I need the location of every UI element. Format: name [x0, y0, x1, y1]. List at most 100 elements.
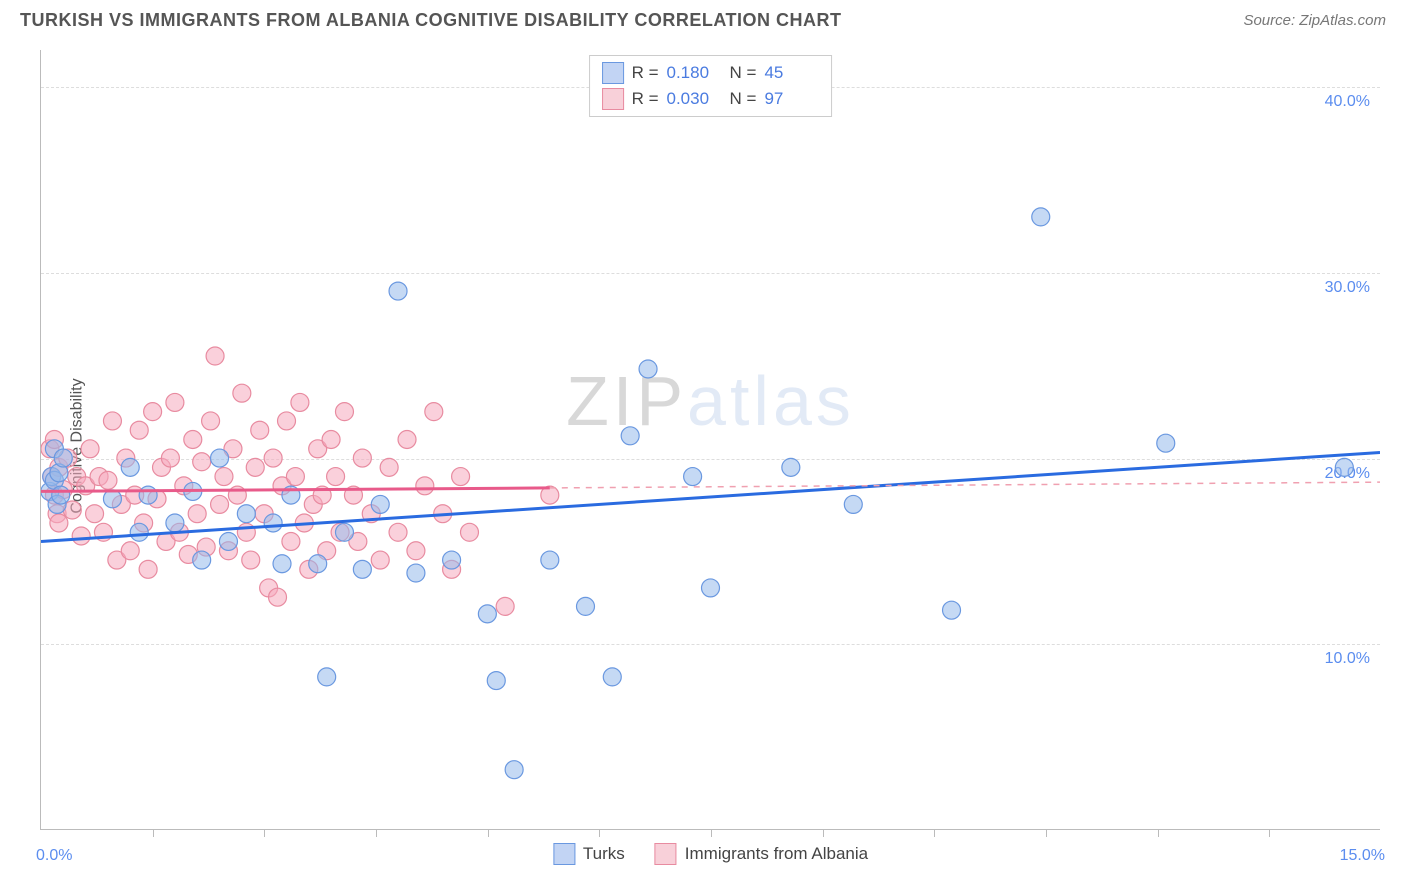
scatter-point [443, 551, 461, 569]
scatter-point [264, 514, 282, 532]
scatter-point [215, 468, 233, 486]
scatter-point [184, 431, 202, 449]
scatter-point [103, 490, 121, 508]
swatch-blue-icon [602, 62, 624, 84]
scatter-point [460, 523, 478, 541]
scatter-point [702, 579, 720, 597]
scatter-point [335, 523, 353, 541]
scatter-point [211, 449, 229, 467]
scatter-point [505, 761, 523, 779]
scatter-point [1157, 434, 1175, 452]
scatter-point [246, 458, 264, 476]
scatter-point [380, 458, 398, 476]
scatter-point [72, 527, 90, 545]
scatter-point [943, 601, 961, 619]
source-label: Source: ZipAtlas.com [1243, 12, 1386, 29]
scatter-point [52, 486, 70, 504]
legend-series: Turks Immigrants from Albania [553, 843, 868, 865]
n-value: 45 [764, 63, 819, 83]
x-tick-left: 0.0% [36, 847, 72, 865]
scatter-point [237, 505, 255, 523]
scatter-point [541, 551, 559, 569]
n-value: 97 [764, 89, 819, 109]
scatter-point [99, 471, 117, 489]
scatter-point [139, 486, 157, 504]
scatter-point [577, 597, 595, 615]
scatter-point [81, 440, 99, 458]
scatter-point [206, 347, 224, 365]
scatter-point [233, 384, 251, 402]
legend-correlation: R = 0.180 N = 45 R = 0.030 N = 97 [589, 55, 833, 117]
scatter-point [496, 597, 514, 615]
scatter-point [371, 495, 389, 513]
x-tick [711, 829, 712, 837]
scatter-point [103, 412, 121, 430]
scatter-point [286, 468, 304, 486]
scatter-point [621, 427, 639, 445]
scatter-point [844, 495, 862, 513]
scatter-point [322, 431, 340, 449]
scatter-point [282, 532, 300, 550]
scatter-point [1032, 208, 1050, 226]
scatter-point [130, 421, 148, 439]
scatter-point [327, 468, 345, 486]
scatter-point [139, 560, 157, 578]
scatter-point [371, 551, 389, 569]
x-tick [264, 829, 265, 837]
scatter-point [407, 542, 425, 560]
scatter-point [425, 403, 443, 421]
r-label: R = [632, 63, 659, 83]
scatter-point [782, 458, 800, 476]
r-value: 0.030 [667, 89, 722, 109]
x-tick [153, 829, 154, 837]
scatter-point [291, 393, 309, 411]
scatter-point [273, 555, 291, 573]
x-tick [599, 829, 600, 837]
legend-label: Turks [583, 844, 625, 864]
scatter-point [353, 560, 371, 578]
scatter-point [50, 514, 68, 532]
plot-area: ZIPatlas R = 0.180 N = 45 R = 0.030 N = … [40, 50, 1380, 830]
scatter-point [219, 532, 237, 550]
scatter-point [269, 588, 287, 606]
scatter-point [603, 668, 621, 686]
scatter-point [211, 495, 229, 513]
scatter-point [251, 421, 269, 439]
n-label: N = [730, 63, 757, 83]
scatter-point [166, 514, 184, 532]
scatter-point [684, 468, 702, 486]
scatter-point [202, 412, 220, 430]
scatter-point [278, 412, 296, 430]
scatter-point [398, 431, 416, 449]
scatter-point [407, 564, 425, 582]
scatter-point [309, 555, 327, 573]
scatter-point [478, 605, 496, 623]
scatter-point [353, 449, 371, 467]
x-tick [488, 829, 489, 837]
scatter-point [264, 449, 282, 467]
scatter-point [193, 551, 211, 569]
r-label: R = [632, 89, 659, 109]
scatter-point [335, 403, 353, 421]
chart-title: TURKISH VS IMMIGRANTS FROM ALBANIA COGNI… [20, 10, 842, 31]
scatter-point [416, 477, 434, 495]
scatter-point [130, 523, 148, 541]
x-tick [934, 829, 935, 837]
scatter-point [193, 453, 211, 471]
trendline-albania-dash [550, 482, 1380, 488]
scatter-point [161, 449, 179, 467]
x-tick [376, 829, 377, 837]
scatter-point [121, 542, 139, 560]
chart-svg [41, 50, 1380, 829]
n-label: N = [730, 89, 757, 109]
legend-label: Immigrants from Albania [685, 844, 868, 864]
trendline-albania-solid [41, 488, 550, 492]
scatter-point [242, 551, 260, 569]
legend-row-turks: R = 0.180 N = 45 [602, 60, 820, 86]
legend-item-turks: Turks [553, 843, 625, 865]
x-tick [1269, 829, 1270, 837]
swatch-pink-icon [602, 88, 624, 110]
scatter-point [188, 505, 206, 523]
legend-row-albania: R = 0.030 N = 97 [602, 86, 820, 112]
swatch-blue-icon [553, 843, 575, 865]
